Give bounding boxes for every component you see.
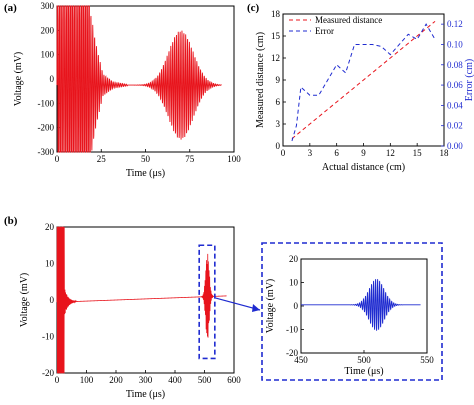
measured-distance-line [291,20,436,140]
x-tick-label: 3 [308,148,313,158]
zoom-arrow-head [252,304,260,312]
y-right-tick-label: 0.02 [447,121,463,131]
y-tick-label: 3 [276,119,281,129]
signal-trace-a [56,5,222,153]
x-tick-label: 12 [386,148,395,158]
y-right-tick-label: 0.10 [447,39,463,49]
panel-c: 0 3 6 9 12 15 18 0 3 6 9 12 15 18 Actual distance (cm)… [255,9,474,173]
x-tick-label: 6 [334,148,339,158]
x-axis-label: Actual distance (cm) [322,162,405,173]
y-tick-label: 100 [41,50,55,60]
signal-trace-b [56,226,227,374]
x-tick-label: 0 [281,148,286,158]
y-right-tick-label: 0.04 [447,100,463,110]
signal-trace-inset [301,279,421,331]
x-axis-label: Time (μs) [126,168,165,179]
x-tick-label: 9 [361,148,366,158]
x-axis-label: Time (μs) [344,366,383,377]
panel-a-title: (a) [4,2,17,14]
zoom-target-box [261,242,443,381]
panel-c-title: (c) [247,2,260,14]
y-tick-label: 0 [50,74,55,84]
y-axis-label: Voltage (mV) [19,273,30,328]
x-tick-label: 0 [55,375,60,385]
y-tick-label: 0 [50,295,55,305]
y-tick-label: -300 [38,147,55,157]
x-tick-label: 450 [294,355,308,365]
x-tick-label: 100 [80,375,94,385]
y-tick-label: 12 [271,53,280,63]
x-tick-label: 600 [227,375,241,385]
y-tick-label: -10 [286,325,298,335]
x-tick-label: 400 [168,375,182,385]
x-tick-label: 75 [185,154,195,164]
y-tick-label: 0 [276,141,281,151]
legend-label-error: Error [315,26,334,36]
x-tick-label: 100 [227,154,241,164]
y-tick-label: 6 [276,97,281,107]
x-tick-label: 0 [55,154,60,164]
y-tick-label: 0 [294,301,299,311]
x-axis-label: Time (μs) [126,389,165,400]
y-tick-label: -100 [38,98,55,108]
y-right-tick-label: 0.00 [447,141,463,151]
y-tick-label: 15 [271,31,281,41]
y-tick-label: 10 [45,259,55,269]
panel-b-title: (b) [4,215,18,227]
y-right-tick-label: 0.06 [447,80,463,90]
x-tick-label: 300 [139,375,153,385]
y-tick-label: 18 [271,9,281,19]
x-tick-label: 15 [413,148,423,158]
y-tick-label: -20 [286,348,298,358]
zoom-annotation [198,242,443,381]
x-tick-label: 200 [109,375,123,385]
error-line [291,23,436,142]
y-right-tick-label: 0.08 [447,60,463,70]
y-tick-label: 200 [41,25,55,35]
y-tick-label: 20 [45,222,55,232]
y-tick-label: 10 [289,278,299,288]
y-tick-label: 20 [289,254,299,264]
panel-b-inset: 450 500 550 -20 -10 0 10 20 Time (μs) Voltage (mV… [265,254,434,377]
x-tick-label: 500 [198,375,212,385]
panel-a: 0 25 50 75 100 -300 -200 -100 0 100 200 300 Time (μs… [13,1,241,179]
x-tick-label: 50 [141,154,151,164]
x-tick-label: 25 [97,154,107,164]
y-tick-label: -10 [42,332,54,342]
x-tick-label: 18 [440,148,450,158]
x-tick-label: 550 [420,355,434,365]
zoom-arrow-line [214,297,261,311]
y-tick-label: -200 [38,123,55,133]
y-tick-label: 300 [41,1,55,11]
x-tick-label: 500 [357,355,371,365]
zoom-source-box [198,244,216,360]
legend-label-measured: Measured distance [315,15,382,25]
y-right-tick-label: 0.12 [447,19,463,29]
y-axis-label: Measured distance (cm) [255,32,266,128]
y-axis-label: Voltage (mV) [13,52,24,107]
y-right-axis-label: Error (cm) [464,59,474,101]
y-tick-label: 9 [276,75,281,85]
panel-b: 0 100 200 300 400 500 600 -20 -10 0 10 20 Time (μs) V… [19,222,241,400]
y-axis-label: Voltage (mV) [265,279,276,334]
y-tick-label: -20 [42,368,54,378]
